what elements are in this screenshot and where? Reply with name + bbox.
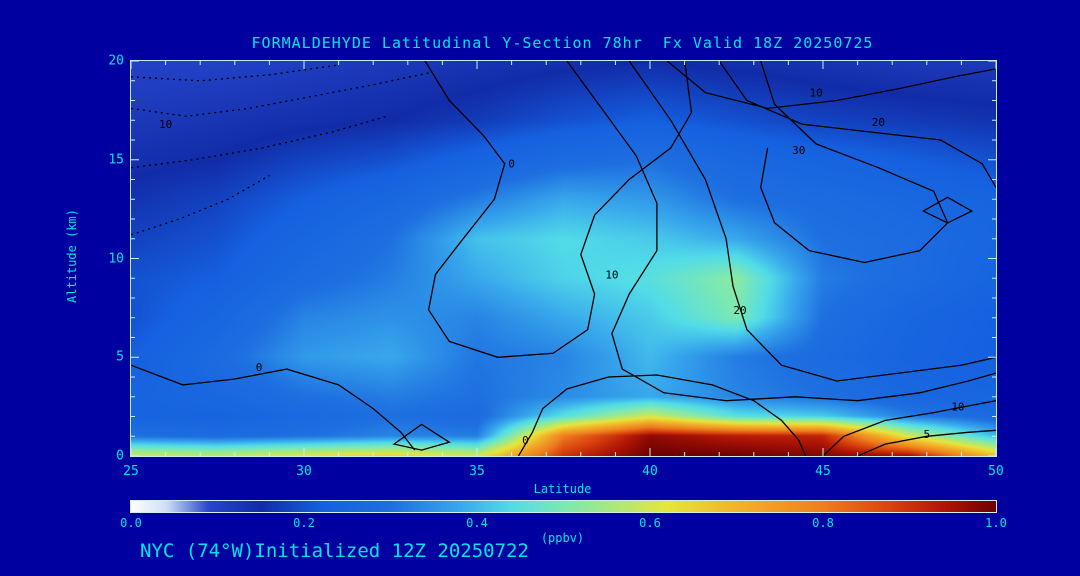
contour-line: [131, 364, 416, 451]
x-tick-label: 35: [469, 464, 485, 479]
contour-label: 20: [872, 116, 885, 129]
contour-line: [517, 374, 807, 456]
x-tick-label: 25: [123, 464, 139, 479]
contour-line: [131, 72, 429, 117]
contour-label: 0: [508, 158, 515, 171]
contour-label: 5: [923, 428, 930, 441]
colorbar-tick-label: 0.0: [120, 516, 142, 530]
y-tick-label: 20: [108, 53, 124, 69]
contour-label: 0: [256, 361, 263, 374]
contour-label: 10: [809, 87, 822, 100]
x-tick-label: 30: [296, 464, 312, 479]
y-tick-label: 5: [116, 349, 124, 365]
contour-overlay: 0 0 0 10 20 10 20 30 10 5 10: [131, 61, 996, 456]
contour-line: [131, 64, 339, 82]
contour-label: 10: [159, 118, 172, 131]
x-axis-label: Latitude: [533, 482, 592, 496]
colorbar-ticks: 0.0 0.2 0.4 0.6 0.8 1.0: [120, 516, 1007, 530]
x-tick-label: 45: [815, 464, 831, 479]
contour-label: 10: [951, 401, 964, 414]
contour-line: [718, 61, 996, 188]
contour-line: [628, 61, 996, 382]
colorbar-tick-label: 0.8: [812, 516, 834, 530]
contour-line: [566, 61, 996, 402]
colorbar-tick-label: 0.4: [466, 516, 488, 530]
contour-line: [921, 196, 974, 224]
contour-line: [131, 115, 388, 169]
chart-title: FORMALDEHYDE Latitudinal Y-Section 78hr …: [251, 34, 874, 52]
contour-label: 10: [605, 268, 618, 281]
y-tick-label: 0: [116, 448, 124, 464]
colorbar-tick-label: 0.6: [639, 516, 661, 530]
x-tick-label: 40: [642, 464, 658, 479]
contour-label: 20: [733, 304, 746, 317]
contour-label: 0: [522, 434, 529, 447]
colorbar: [130, 500, 997, 513]
contour-label: 30: [792, 144, 805, 157]
y-tick-label: 10: [108, 251, 124, 266]
colorbar-tick-label: 1.0: [985, 516, 1007, 530]
y-axis-label: Altitude (km): [65, 209, 79, 303]
x-tick-label: 50: [988, 464, 1004, 479]
footer-text: NYC (74°W)Initialized 12Z 20250722: [140, 540, 529, 562]
colorbar-tick-label: 0.2: [293, 516, 315, 530]
contour-line: [392, 423, 451, 451]
y-axis-ticks: 0 5 10 15 20: [92, 54, 124, 464]
contour-line: [822, 400, 996, 456]
heatmap-canvas: [131, 61, 996, 456]
contour-line: [666, 61, 996, 110]
y-tick-label: 15: [108, 152, 124, 168]
contour-line: [857, 429, 996, 456]
contour-line: [131, 175, 270, 236]
contour-line: [760, 61, 949, 264]
colorbar-label: (ppbv): [540, 531, 585, 545]
x-axis-ticks: 25 30 35 40 45 50: [123, 464, 1004, 480]
contour-line: [424, 61, 693, 358]
plot-area: 0 0 0 10 20 10 20 30 10 5 10: [130, 60, 997, 457]
